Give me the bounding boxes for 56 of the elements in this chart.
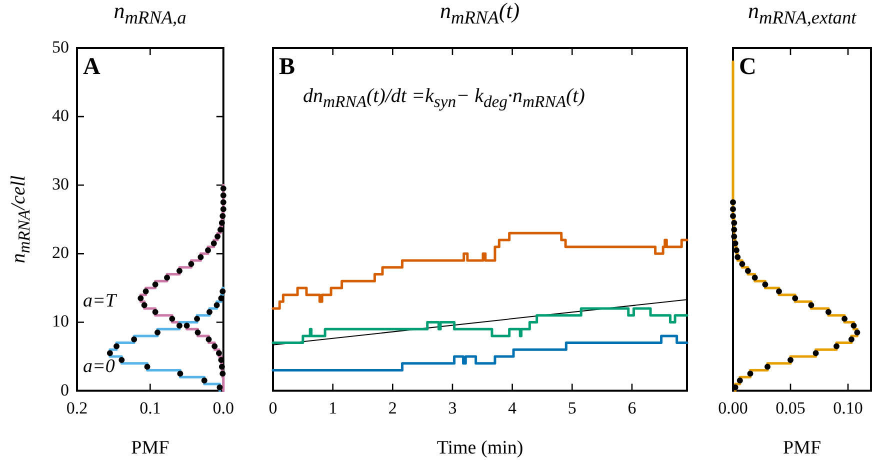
point xyxy=(825,308,832,315)
y-tick-label: 20 xyxy=(52,243,69,262)
point xyxy=(730,206,736,212)
x-tick-label: 1 xyxy=(328,398,338,418)
point xyxy=(736,378,743,384)
point xyxy=(764,364,770,370)
point xyxy=(812,350,819,356)
point xyxy=(752,274,758,281)
chart-title: n$_{mRNA}$(t) xyxy=(440,0,520,28)
annotation: A xyxy=(83,54,100,80)
y-tick-label: 50 xyxy=(52,37,69,56)
point xyxy=(731,220,738,226)
point xyxy=(776,288,782,294)
x-tick-label: 3 xyxy=(448,398,457,418)
x-axis-title: PMF xyxy=(131,438,170,459)
point xyxy=(848,336,854,342)
point xyxy=(834,343,840,350)
y-tick-label: 40 xyxy=(52,106,69,126)
chart-title: n$_{mRNA,a}$ xyxy=(114,0,186,28)
series-label: a=T xyxy=(83,290,118,312)
chart-title: n$_{mRNA,extant}$ xyxy=(748,0,856,28)
point xyxy=(850,322,857,329)
point xyxy=(734,254,741,260)
x-tick-label: 5 xyxy=(568,398,576,418)
annotation: B xyxy=(279,54,296,80)
point xyxy=(854,330,860,336)
point xyxy=(747,370,754,377)
point xyxy=(788,356,794,363)
point xyxy=(731,234,738,240)
point xyxy=(739,260,746,267)
x-tick-label: 2 xyxy=(388,398,397,418)
point xyxy=(744,268,751,274)
x-tick-label: 0 xyxy=(268,398,278,418)
y-tick-label: 0 xyxy=(60,380,69,400)
series-label: a=0 xyxy=(83,356,116,377)
x-tick-label: 0.10 xyxy=(833,398,863,418)
y-tick-label: 30 xyxy=(52,174,69,194)
x-tick-label: 0.05 xyxy=(776,398,806,418)
x-tick-label: 0.2 xyxy=(66,398,88,418)
x-tick-label: 0.00 xyxy=(718,398,748,418)
text: dn$_{mRNA}$(t)/dt =k$_{syn}$− k$_{deg}$·n$_{mRNA}$(t) xyxy=(303,85,585,111)
point xyxy=(762,282,768,288)
point xyxy=(808,302,814,308)
x-tick-label: 6 xyxy=(628,398,636,418)
y-tick-label: 10 xyxy=(52,312,69,331)
point xyxy=(730,199,736,206)
x-tick-label: 0.0 xyxy=(212,398,234,418)
point xyxy=(730,212,736,219)
x-tick-label: 0.1 xyxy=(140,398,161,418)
x-tick-label: 4 xyxy=(508,398,518,418)
point xyxy=(792,295,798,302)
point xyxy=(731,226,738,233)
x-axis-title: Time (min) xyxy=(436,438,524,459)
x-axis-title: PMF xyxy=(782,438,822,459)
annotation: C xyxy=(739,54,756,80)
point xyxy=(842,316,848,322)
